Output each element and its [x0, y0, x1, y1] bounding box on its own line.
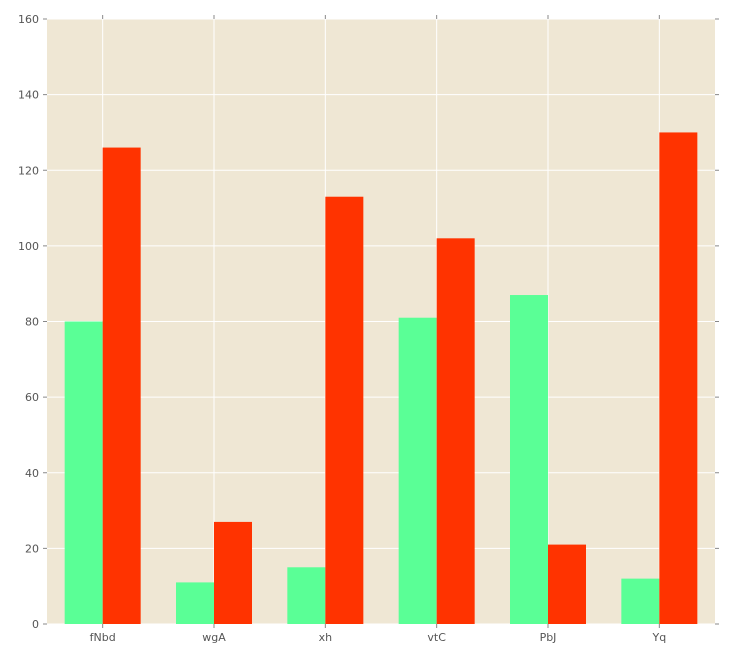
y-tick-label: 140	[18, 89, 39, 102]
x-tick-label: vtC	[427, 631, 446, 644]
bar-series-1-vtC	[398, 317, 437, 624]
y-tick-label: 20	[25, 542, 39, 555]
x-tick-label: xh	[319, 631, 333, 644]
x-tick-label: Yq	[651, 631, 666, 644]
x-tick-label: wgA	[202, 631, 226, 644]
x-tick-label: fNbd	[90, 631, 116, 644]
bar-series-1-fNbd	[64, 321, 103, 624]
y-tick-label: 100	[18, 240, 39, 253]
y-tick-label: 120	[18, 164, 39, 177]
y-tick-label: 40	[25, 467, 39, 480]
x-tick-label: PbJ	[540, 631, 557, 644]
bar-series-2-xh	[325, 196, 364, 624]
bars	[64, 132, 698, 624]
bar-series-1-PbJ	[510, 295, 548, 624]
y-tick-label: 160	[18, 13, 39, 26]
bar-series-2-PbJ	[548, 544, 586, 624]
bar-series-2-wgA	[214, 521, 252, 624]
y-tick-label: 0	[32, 618, 39, 631]
bar-series-1-Yq	[621, 578, 660, 624]
bar-series-2-Yq	[659, 132, 698, 624]
bar-series-1-wgA	[176, 582, 214, 624]
bar-series-1-xh	[287, 567, 326, 624]
bar-series-2-fNbd	[102, 147, 141, 624]
y-tick-label: 60	[25, 391, 39, 404]
bar-series-2-vtC	[436, 238, 475, 624]
axes: 0 20 40 60 80 100 120 140 160 fNbd wgA xh vtC PbJ Yq	[18, 13, 719, 644]
y-tick-label: 80	[25, 316, 39, 329]
